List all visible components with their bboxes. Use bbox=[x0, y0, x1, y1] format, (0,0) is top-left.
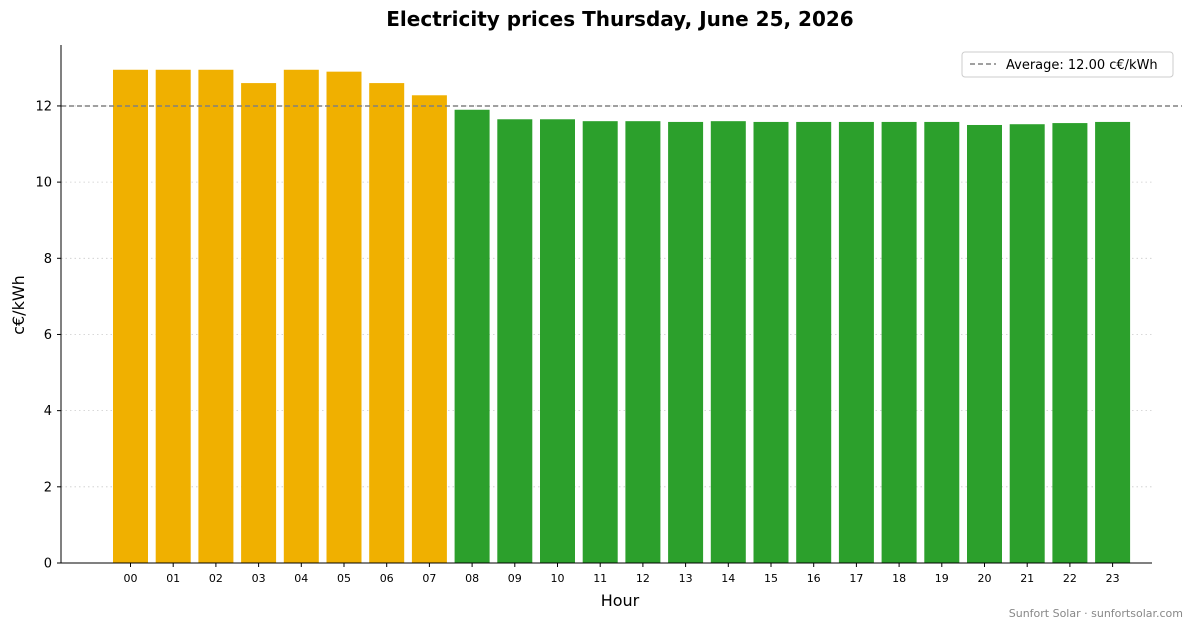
y-tick-label: 10 bbox=[35, 176, 52, 191]
bar-05 bbox=[326, 71, 362, 563]
x-tick-label: 00 bbox=[124, 572, 138, 585]
x-tick-label: 05 bbox=[337, 572, 351, 585]
legend-label-average: Average: 12.00 c€/kWh bbox=[1006, 58, 1158, 73]
x-tick-label: 20 bbox=[978, 572, 992, 585]
bar-04 bbox=[283, 69, 319, 563]
footer-credit: Sunfort Solar · sunfortsolar.com bbox=[1009, 607, 1183, 620]
bar-11 bbox=[582, 121, 618, 564]
bar-13 bbox=[668, 121, 704, 563]
chart-title: Electricity prices Thursday, June 25, 20… bbox=[386, 7, 853, 31]
x-tick-label: 16 bbox=[807, 572, 821, 585]
x-tick-label: 14 bbox=[721, 572, 735, 585]
x-tick-label: 11 bbox=[593, 572, 607, 585]
bar-17 bbox=[838, 121, 874, 563]
x-tick-label: 13 bbox=[679, 572, 693, 585]
y-tick-label: 6 bbox=[44, 328, 52, 343]
x-tick-label: 02 bbox=[209, 572, 223, 585]
x-tick-label: 18 bbox=[892, 572, 906, 585]
bar-08 bbox=[454, 109, 490, 563]
bar-series bbox=[113, 69, 1131, 564]
x-axis-label: Hour bbox=[601, 591, 640, 610]
x-tick-label: 01 bbox=[166, 572, 180, 585]
y-tick-label: 2 bbox=[44, 480, 52, 495]
bar-23 bbox=[1095, 121, 1131, 563]
bar-09 bbox=[497, 119, 533, 563]
bar-01 bbox=[155, 69, 191, 563]
x-tick-label: 22 bbox=[1063, 572, 1077, 585]
x-tick-label: 12 bbox=[636, 572, 650, 585]
x-tick-label: 19 bbox=[935, 572, 949, 585]
bar-20 bbox=[967, 124, 1002, 563]
x-tick-label: 21 bbox=[1020, 572, 1034, 585]
bar-00 bbox=[113, 69, 148, 563]
y-tick-label: 0 bbox=[44, 557, 52, 572]
x-tick-label: 10 bbox=[551, 572, 565, 585]
bar-21 bbox=[1009, 124, 1045, 564]
x-tick-label: 03 bbox=[252, 572, 266, 585]
bar-12 bbox=[625, 121, 661, 564]
bar-14 bbox=[710, 121, 746, 564]
bar-07 bbox=[411, 95, 447, 563]
bar-15 bbox=[753, 121, 789, 563]
y-tick-label: 12 bbox=[35, 99, 52, 114]
x-tick-label: 09 bbox=[508, 572, 522, 585]
x-tick-label: 15 bbox=[764, 572, 778, 585]
y-axis-label: c€/kWh bbox=[9, 275, 28, 335]
y-tick-label: 8 bbox=[44, 252, 52, 267]
bar-19 bbox=[924, 121, 960, 563]
y-tick-label: 4 bbox=[44, 404, 52, 419]
bar-16 bbox=[796, 121, 832, 563]
bar-22 bbox=[1052, 123, 1088, 564]
bar-18 bbox=[881, 121, 917, 563]
x-tick-label: 07 bbox=[422, 572, 436, 585]
bar-10 bbox=[540, 119, 575, 563]
axes bbox=[60, 45, 1152, 564]
x-tick-label: 08 bbox=[465, 572, 479, 585]
y-ticks: 0 2 4 6 8 10 12 bbox=[35, 99, 61, 572]
x-tick-label: 23 bbox=[1106, 572, 1120, 585]
legend: Average: 12.00 c€/kWh bbox=[961, 51, 1174, 78]
bar-03 bbox=[241, 83, 277, 564]
bar-06 bbox=[369, 83, 405, 564]
x-tick-label: 06 bbox=[380, 572, 394, 585]
x-tick-label: 17 bbox=[849, 572, 863, 585]
legend-box bbox=[961, 51, 1174, 78]
bar-02 bbox=[198, 69, 234, 563]
x-ticks: 00 01 02 03 04 05 06 07 08 09 10 11 12 13 14 15 16 17 18 19… bbox=[124, 563, 1120, 585]
x-tick-label: 04 bbox=[294, 572, 308, 585]
